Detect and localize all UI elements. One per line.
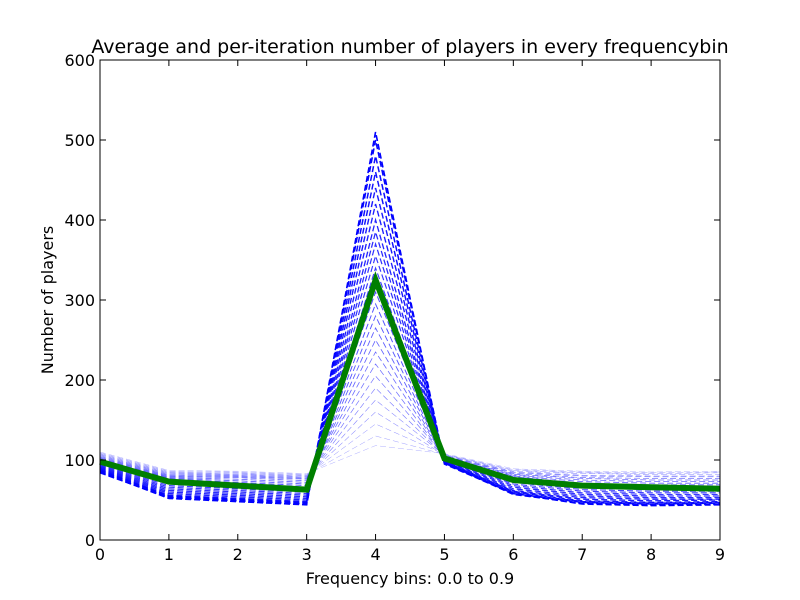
x-tick-label: 4 <box>370 545 380 564</box>
y-tick-label: 400 <box>64 211 95 230</box>
x-tick-label: 0 <box>95 545 105 564</box>
iteration-series-line <box>99 423 721 476</box>
iteration-series-line <box>99 363 720 481</box>
y-tick-label: 100 <box>64 451 95 470</box>
x-tick-label: 5 <box>439 545 449 564</box>
y-axis-label: Number of players <box>38 226 57 375</box>
x-tick-label: 7 <box>577 545 587 564</box>
x-tick-label: 3 <box>302 545 312 564</box>
x-tick-label: 8 <box>646 545 656 564</box>
y-tick-label: 0 <box>85 531 95 550</box>
iteration-series-line <box>99 254 720 495</box>
iteration-series-line <box>99 445 721 474</box>
iteration-series-line <box>99 171 721 504</box>
iteration-series-line <box>99 411 720 477</box>
y-axis-ticks: 0 100 200 300 400 500 600 <box>64 51 720 550</box>
iteration-series-line <box>99 387 720 478</box>
y-tick-label: 300 <box>64 291 95 310</box>
average-layer <box>99 271 721 493</box>
iteration-series-line <box>99 229 720 499</box>
iteration-series-line <box>99 266 720 494</box>
x-tick-label: 2 <box>233 545 243 564</box>
x-axis-ticks: 0 1 2 3 4 5 6 7 8 9 <box>95 60 725 564</box>
iteration-series-line <box>99 399 720 478</box>
x-tick-label: 1 <box>164 545 174 564</box>
average-series-line <box>99 271 721 493</box>
x-axis-label: Frequency bins: 0.0 to 0.9 <box>306 569 514 588</box>
iteration-series-line <box>99 241 720 497</box>
iteration-series-line <box>99 217 720 500</box>
iteration-series-line <box>99 339 720 484</box>
x-tick-label: 9 <box>715 545 725 564</box>
chart-title: Average and per-iteration number of play… <box>91 36 728 58</box>
x-tick-label: 6 <box>508 545 518 564</box>
y-tick-label: 600 <box>64 51 95 70</box>
iteration-series-line <box>99 326 720 486</box>
iteration-series-line <box>99 203 721 502</box>
iteration-series-line <box>99 351 720 482</box>
y-tick-label: 200 <box>64 371 95 390</box>
iteration-series-line <box>99 435 721 475</box>
iteration-series-line <box>99 187 721 504</box>
y-tick-label: 500 <box>64 131 95 150</box>
iteration-series-line <box>99 139 721 506</box>
iteration-series-line <box>99 375 720 479</box>
iteration-series-line <box>99 155 721 505</box>
